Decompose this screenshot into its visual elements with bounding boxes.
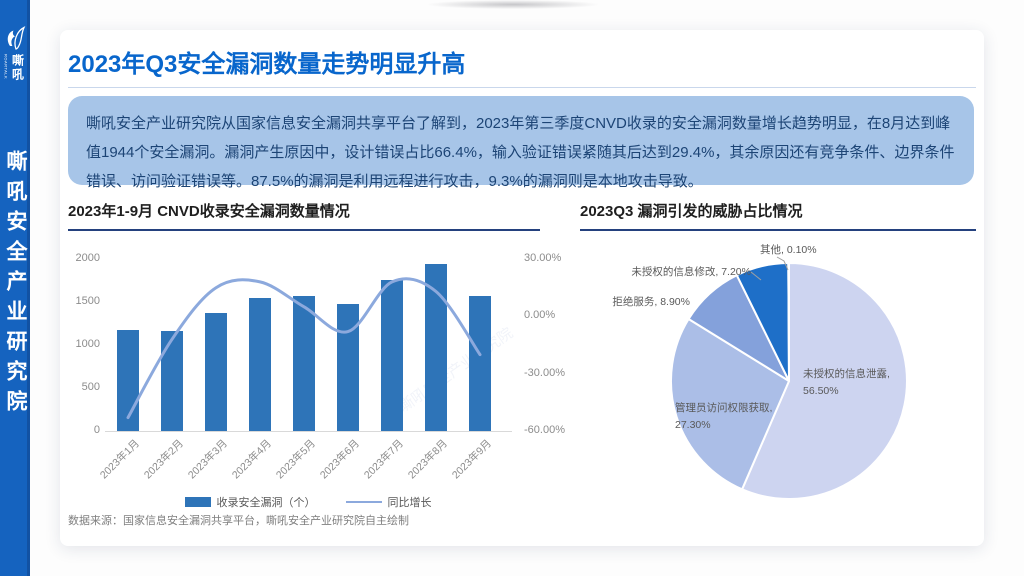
vulnerability-count-bar: [161, 331, 183, 431]
yoy-growth-line: [126, 277, 482, 420]
pie-chart-title: 2023Q3 漏洞引发的威胁占比情况: [580, 203, 803, 220]
vulnerability-count-bar: [381, 279, 403, 431]
brand-logo: ROARTALK 嘶吼: [0, 26, 30, 82]
vulnerability-count-bar: [205, 313, 227, 431]
y-axis-tick-left: 0: [93, 424, 100, 436]
pie-slice-56.50%: [741, 262, 908, 500]
pie-label-pct: 7.20%: [718, 266, 751, 278]
pie-label-text: 其他,: [760, 244, 784, 256]
y-axis-tick-left: 1500: [75, 295, 100, 307]
pie-label-2: 管理员访问权限获取, 27.30%: [675, 400, 772, 434]
chart-legend: 收录安全漏洞（个） 同比增长: [68, 494, 548, 510]
x-axis-line: [105, 431, 512, 432]
bar-line-chart: 嘶吼安全产业研究院 2000 1500 1000 500 0 30.00% 0.00% -30…: [68, 244, 568, 534]
y-axis-tick-left: 2000: [75, 252, 100, 264]
vulnerability-count-bar: [249, 297, 271, 431]
title-divider: [68, 87, 976, 88]
line-legend-swatch: [345, 500, 382, 504]
legend-item-line: 同比增长: [345, 494, 432, 510]
pie-label-text: 未授权的信息泄露,: [803, 368, 890, 380]
pie-label-3: 拒绝服务, 8.90%: [588, 294, 690, 311]
pie-label-pct: 56.50%: [803, 385, 839, 397]
pie-label-1: 未授权的信息泄露, 56.50%: [803, 366, 890, 400]
sidebar-vertical-title: 嘶吼安全产业研究院: [4, 150, 27, 420]
leader-line-other: [776, 256, 789, 271]
pie-label-pct: 27.30%: [675, 419, 711, 431]
bar-legend-swatch: [184, 497, 211, 507]
top-shadow-artifact: [428, 0, 598, 9]
page-title: 2023年Q3安全漏洞数量走势明显升高: [68, 51, 466, 78]
pie-label-4: 未授权的信息修改, 7.20%: [588, 264, 751, 281]
vulnerability-count-bar: [337, 303, 359, 431]
brand-name-cn: 嘶吼: [10, 54, 25, 82]
pie-label-pct: 8.90%: [657, 296, 690, 308]
bird-logo-icon: [7, 26, 26, 50]
vulnerability-count-bar: [425, 263, 447, 431]
bar-legend-label: 收录安全漏洞（个）: [216, 497, 316, 509]
vulnerability-count-bar: [293, 295, 315, 431]
brand-name-en: ROARTALK: [3, 54, 9, 80]
y-axis-tick-right: 0.00%: [524, 309, 556, 322]
bar-chart-title-underline: [68, 229, 540, 231]
y-axis-tick-right: -60.00%: [524, 424, 565, 436]
pie-label-text: 未授权的信息修改,: [631, 266, 719, 278]
legend-item-bar: 收录安全漏洞（个）: [184, 494, 316, 510]
bar-chart-section: 2023年1-9月 CNVD收录安全漏洞数量情况 嘶吼安全产业研究院 2000 1…: [68, 200, 565, 534]
pie-label-text: 管理员访问权限获取,: [675, 402, 773, 414]
threat-pie-chart: 嘶吼安全产业研究院 未授权的信息泄露,56.50%管理员访问权限获取,27.30…: [580, 244, 976, 534]
pie-slice-27.30%: [670, 318, 790, 491]
pie-slice-0.10%: [787, 261, 790, 382]
y-axis-tick-right: -30.00%: [524, 366, 565, 379]
pie-svg: [670, 256, 908, 500]
y-axis-tick-left: 1000: [75, 338, 100, 350]
pie-chart-title-underline: [580, 229, 976, 231]
brand-sidebar: ROARTALK 嘶吼 嘶吼安全产业研究院: [0, 0, 30, 576]
pie-label-pct: 0.10%: [783, 244, 817, 256]
line-legend-label: 同比增长: [387, 497, 432, 509]
pie-chart-section: 2023Q3 漏洞引发的威胁占比情况 嘶吼安全产业研究院 未授权的信息泄露,56…: [580, 200, 976, 534]
vulnerability-count-bar: [469, 295, 491, 431]
y-axis-tick-left: 500: [81, 381, 100, 393]
content-card: 2023年Q3安全漏洞数量走势明显升高 嘶吼安全产业研究院从国家信息安全漏洞共享…: [60, 30, 984, 546]
summary-box: 嘶吼安全产业研究院从国家信息安全漏洞共享平台了解到，2023年第三季度CNVD收…: [68, 96, 974, 190]
bar-chart-title: 2023年1-9月 CNVD收录安全漏洞数量情况: [68, 203, 350, 220]
leader-line-modify: [750, 271, 762, 281]
y-axis-tick-right: 30.00%: [524, 252, 562, 264]
pie-label-text: 拒绝服务,: [612, 296, 658, 308]
pie-label-5: 其他, 0.10%: [760, 242, 817, 259]
data-source-note: 数据来源：国家信息安全漏洞共享平台，嘶吼安全产业研究院自主绘制: [68, 515, 409, 527]
